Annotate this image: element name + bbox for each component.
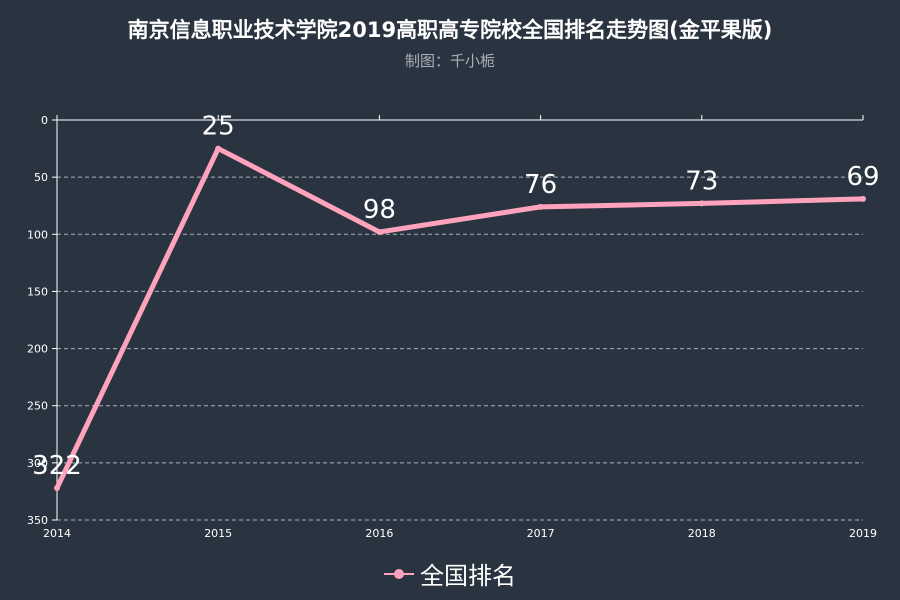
y-tick-label: 300: [27, 457, 48, 470]
data-point: [376, 229, 383, 235]
y-tick-label: 200: [27, 343, 48, 356]
data-point: [860, 195, 866, 202]
y-tick-label: 250: [27, 400, 48, 413]
chart-title: 南京信息职业技术学院2019高职高专院校全国排名走势图(金平果版): [127, 18, 773, 42]
x-tick-label: 2015: [204, 527, 232, 540]
legend[interactable]: 全国排名: [0, 556, 900, 591]
y-tick-label: 350: [27, 514, 48, 527]
x-tick-label: 2016: [365, 527, 393, 540]
legend-marker-icon: [384, 568, 414, 579]
data-point: [54, 485, 60, 491]
x-tick-label: 2018: [688, 527, 716, 540]
data-point: [215, 145, 222, 152]
data-label: 98: [363, 195, 396, 225]
data-label: 322: [32, 451, 82, 481]
y-tick-label: 50: [34, 171, 48, 184]
legend-label: 全国排名: [420, 562, 516, 590]
chart-subtitle: 制图：千小栀: [404, 52, 495, 70]
x-tick-label: 2019: [849, 527, 877, 540]
y-tick-label: 100: [27, 228, 48, 241]
x-tick-label: 2014: [43, 527, 71, 540]
y-tick-label: 0: [41, 114, 48, 127]
data-point: [698, 200, 705, 207]
x-tick-label: 2017: [527, 527, 555, 540]
data-label: 69: [846, 162, 879, 192]
y-tick-label: 150: [27, 285, 48, 298]
data-label: 73: [685, 166, 718, 196]
series-line: [54, 146, 866, 491]
data-point: [537, 203, 544, 210]
data-label: 76: [524, 170, 557, 200]
data-label: 25: [202, 112, 235, 142]
